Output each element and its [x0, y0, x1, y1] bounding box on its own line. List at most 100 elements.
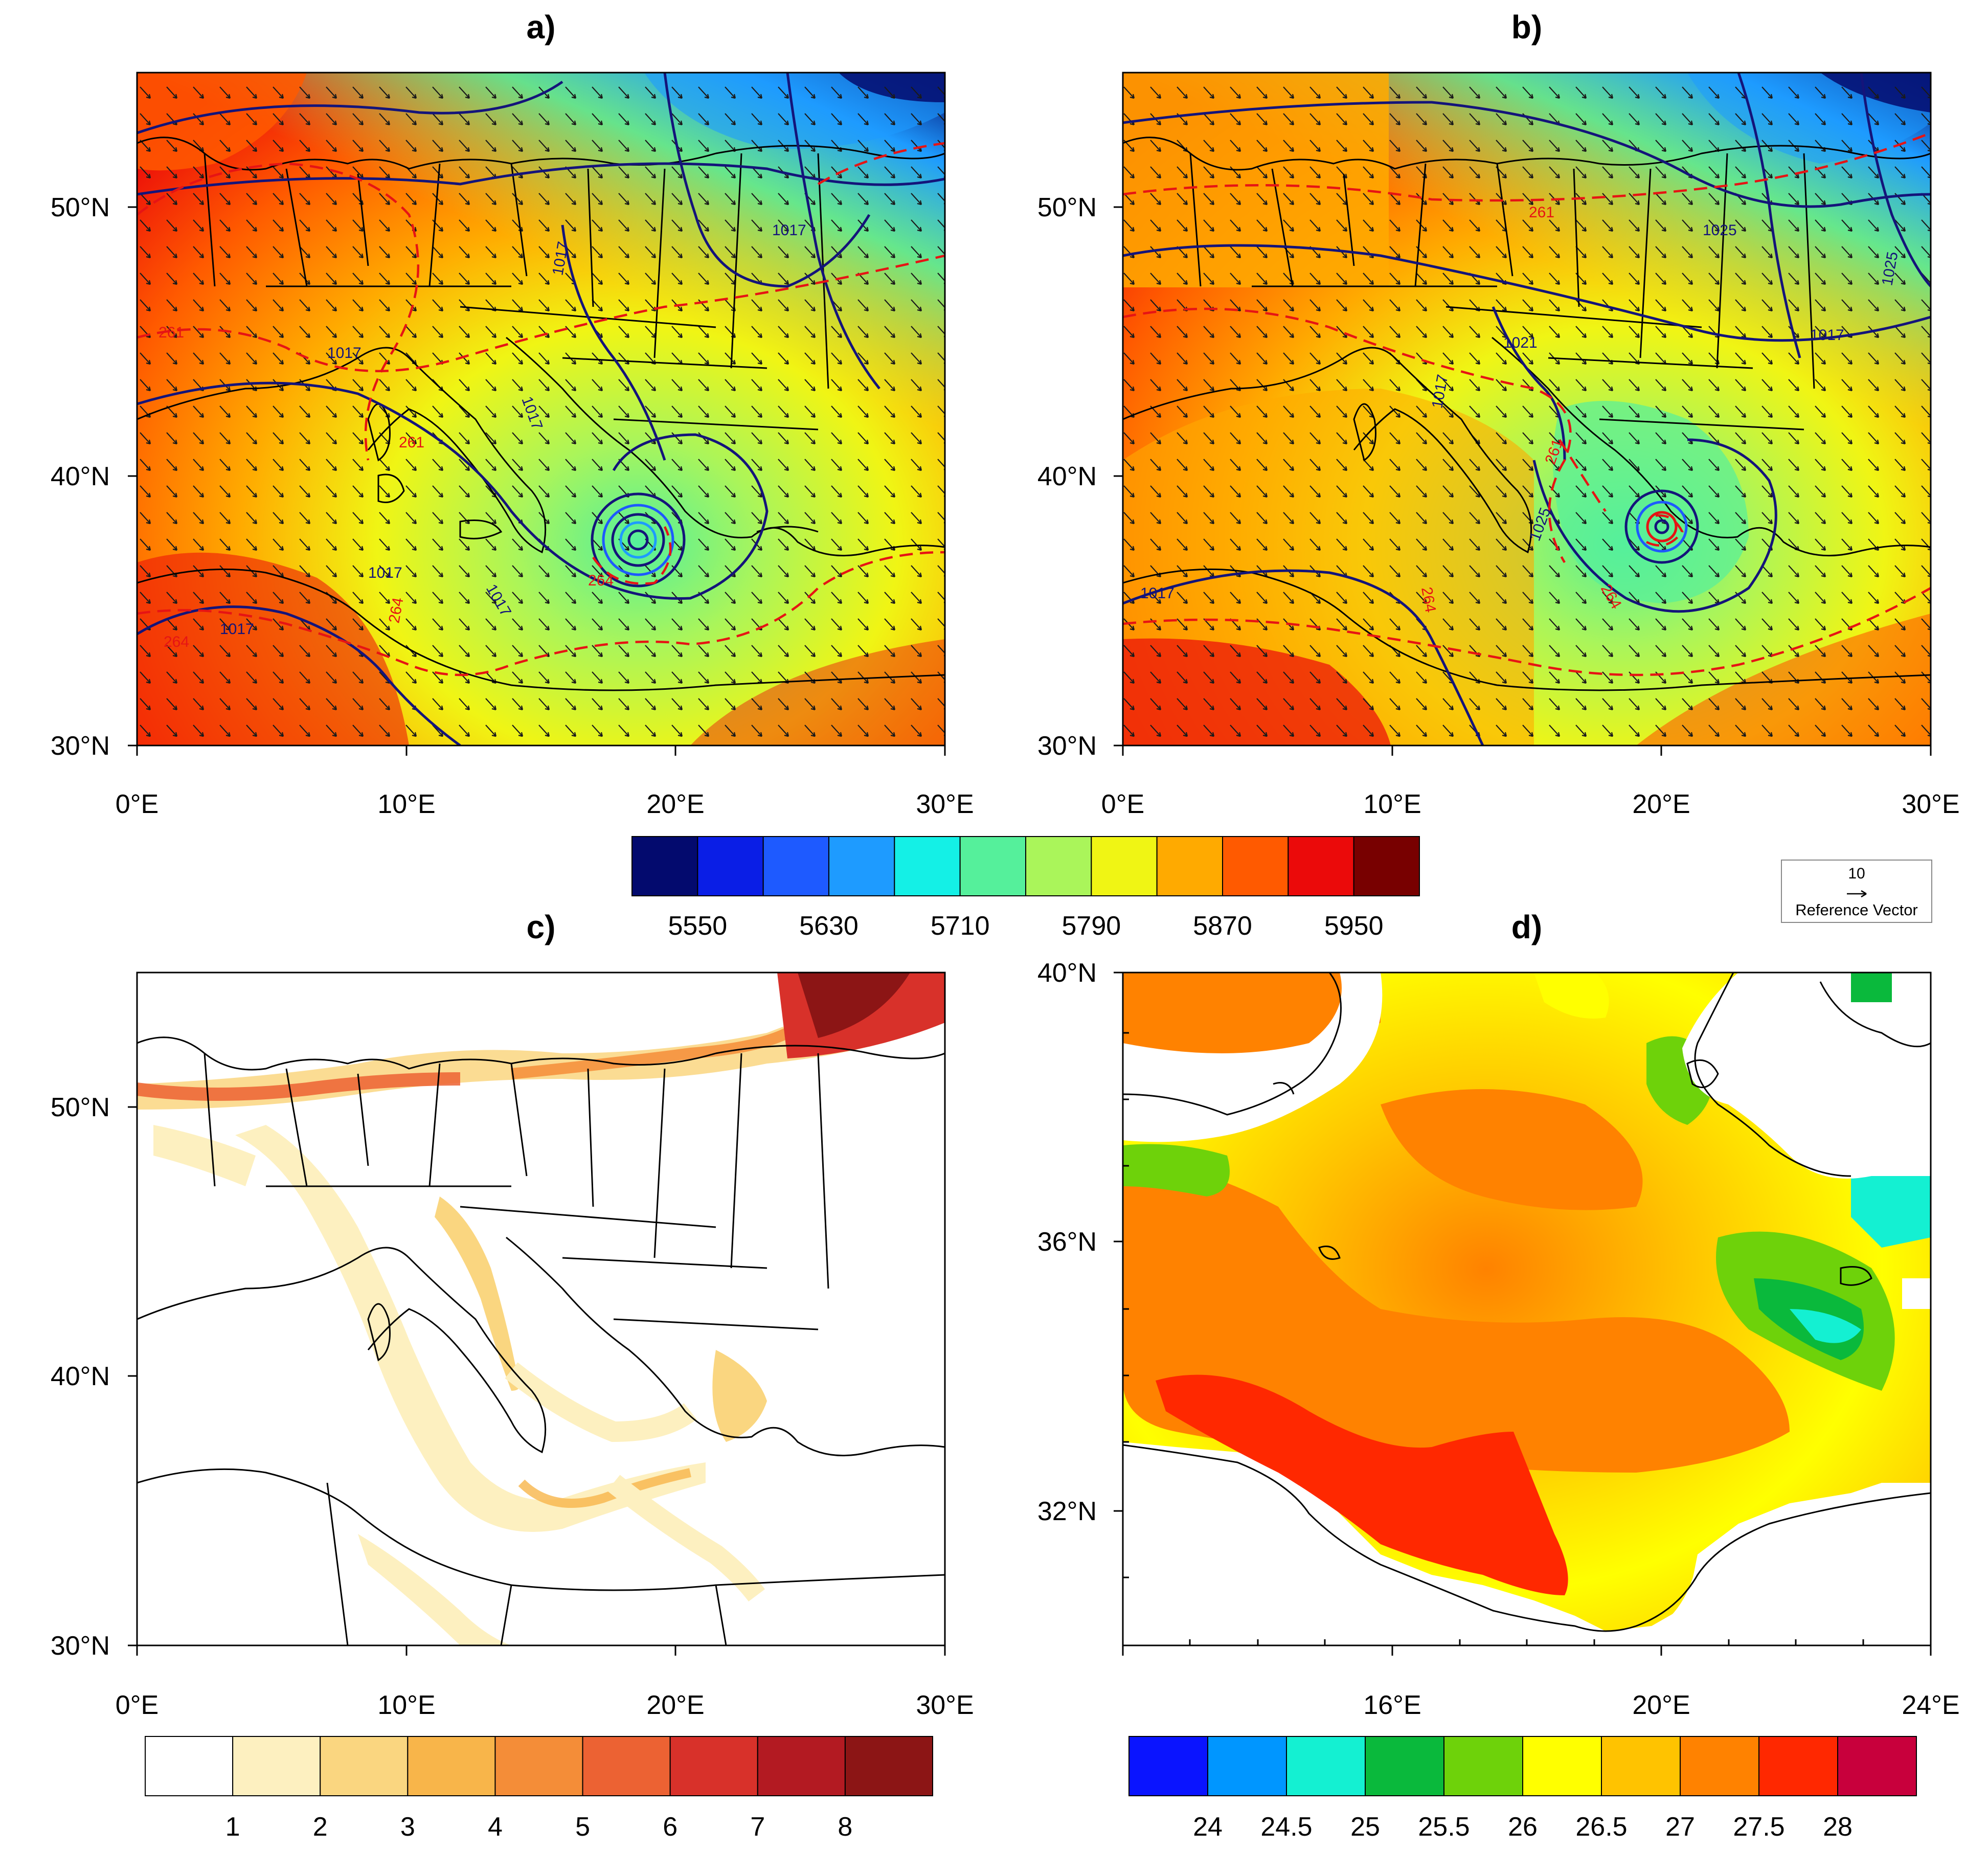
colorbar-precip-label: 7: [750, 1812, 765, 1842]
panel-d-label: d): [1511, 909, 1542, 945]
panel-a: a): [51, 9, 974, 819]
reference-vector-value: 10: [1848, 865, 1865, 882]
lat-tick-label: 40°N: [51, 462, 110, 491]
colorbar-geopotential: 5550 5630 5710 5790 5870 5950: [631, 836, 1420, 941]
colorbar-sst-swatch: [1601, 1736, 1681, 1796]
colorbar-sst-label: 26: [1508, 1812, 1538, 1842]
colorbar-sst-swatch: [1680, 1736, 1759, 1796]
panel-d-coastlines: [1123, 973, 1931, 1632]
colorbar-geopotential-label: 5630: [799, 911, 859, 941]
panel-c-coastlines: [137, 1036, 945, 1645]
colorbar-geopotential-label: 5790: [1061, 911, 1121, 941]
lat-tick-label: 50°N: [51, 1093, 110, 1122]
panel-d: d): [1037, 909, 1960, 1720]
lon-tick-label: 30°E: [916, 789, 974, 819]
panel-a-map: 1017 1017 1017 1017 1017 1017 1017 261 2…: [137, 73, 945, 746]
colorbar-geopotential-swatch: [697, 836, 764, 896]
colorbar-sst-swatch: [1365, 1736, 1444, 1796]
panel-c-axis-labels: 50°N 40°N 30°N 0°E 10°E 20°E 30°E: [51, 1093, 974, 1720]
colorbar-geopotential-swatch: [959, 836, 1026, 896]
panel-d-map: [1123, 973, 1931, 1645]
panel-c: c): [51, 909, 974, 1720]
colorbar-precip-label: 2: [313, 1812, 328, 1842]
panel-a-ticks: [128, 206, 946, 756]
lat-tick-label: 36°N: [1037, 1227, 1097, 1257]
colorbar-sst-swatch: [1443, 1736, 1523, 1796]
colorbar-precip-swatch: [669, 1736, 758, 1796]
colorbar-precip-swatch: [407, 1736, 496, 1796]
colorbar-sst-swatch: [1837, 1736, 1917, 1796]
panel-c-ticks: [128, 1106, 946, 1656]
colorbar-geopotential-swatch: [1353, 836, 1420, 896]
isobar-label: 1017: [1140, 585, 1174, 602]
colorbar-geopotential-swatch: [1091, 836, 1158, 896]
isobar-label: 1017: [368, 564, 402, 581]
panel-c-label: c): [527, 909, 556, 945]
panel-b-isotherms: [1123, 131, 1931, 676]
panel-a-isotherm-labels: 261 261 264 264 264: [159, 324, 614, 650]
lon-tick-label: 30°E: [916, 1690, 974, 1720]
colorbar-geopotential-swatch: [1287, 836, 1354, 896]
panel-a-label: a): [527, 9, 556, 46]
colorbar-geopotential-label: 5950: [1324, 911, 1384, 941]
isobar-label: 1017: [1810, 327, 1844, 344]
colorbar-precip-label: 5: [575, 1812, 590, 1842]
lon-tick-label: 10°E: [377, 789, 435, 819]
isotherm-label: 261: [1529, 204, 1554, 221]
colorbar-precip-swatch: [582, 1736, 671, 1796]
isobar-label: 1017: [772, 222, 806, 239]
lat-tick-label: 40°N: [1037, 958, 1097, 988]
colorbar-precip-swatch: [320, 1736, 409, 1796]
panel-a-frame: [136, 72, 946, 747]
lon-tick-label: 24°E: [1902, 1690, 1959, 1720]
colorbar-sst-label: 26.5: [1575, 1812, 1627, 1842]
lon-tick-label: 0°E: [116, 789, 159, 819]
lat-tick-label: 30°N: [51, 731, 110, 761]
colorbar-precip-swatch: [232, 1736, 321, 1796]
lon-tick-label: 20°E: [1632, 1690, 1690, 1720]
panel-b-isobars: [1123, 73, 1931, 746]
reference-vector-arrow: [1847, 890, 1867, 898]
panel-b: b): [1037, 9, 1960, 819]
lon-tick-label: 20°E: [646, 1690, 704, 1720]
isobar-label: 1021: [1503, 334, 1538, 351]
panel-c-map: [137, 973, 945, 1645]
isobar-label: 1025: [1703, 222, 1737, 239]
colorbar-precip-label: 3: [400, 1812, 415, 1842]
colorbar-sst-swatch: [1522, 1736, 1602, 1796]
panel-a-axis-labels: 50°N 40°N 30°N 0°E 10°E 20°E 30°E: [51, 193, 974, 819]
colorbar-sst-label: 24: [1193, 1812, 1223, 1842]
isotherm-label: 264: [588, 572, 614, 589]
colorbar-precipitation: 1 2 3 4 5 6 7 8: [145, 1736, 934, 1842]
lon-tick-label: 20°E: [646, 789, 704, 819]
colorbar-precip-label: 6: [663, 1812, 677, 1842]
colorbar-precip-swatch: [844, 1736, 934, 1796]
panel-b-axis-labels: 50°N 40°N 30°N 0°E 10°E 20°E 30°E: [1037, 193, 1960, 819]
panel-b-label: b): [1511, 9, 1542, 46]
lat-tick-label: 40°N: [51, 1362, 110, 1391]
colorbar-sst-label: 28: [1823, 1812, 1853, 1842]
colorbar-sst-label: 25.5: [1418, 1812, 1470, 1842]
panel-b-ticks: [1114, 206, 1932, 756]
lat-tick-label: 40°N: [1037, 462, 1097, 491]
colorbar-sst-label: 24.5: [1260, 1812, 1312, 1842]
isotherm-label: 261: [159, 324, 184, 341]
lat-tick-label: 50°N: [1037, 193, 1097, 222]
colorbar-sst-swatch: [1758, 1736, 1838, 1796]
isobar-label: 1017: [327, 345, 362, 362]
colorbar-geopotential-swatch: [1222, 836, 1289, 896]
colorbar-sst-label: 25: [1350, 1812, 1380, 1842]
colorbar-sst-swatch: [1207, 1736, 1287, 1796]
isobar-label: 1017: [220, 621, 254, 638]
panel-d-ticks: [1114, 972, 1932, 1656]
lon-tick-label: 10°E: [377, 1690, 435, 1720]
isotherm-label: 261: [399, 434, 424, 451]
colorbar-sst-swatch: [1128, 1736, 1208, 1796]
colorbar-precip-label: 1: [225, 1812, 240, 1842]
lon-tick-label: 0°E: [116, 1690, 159, 1720]
lat-tick-label: 30°N: [51, 1631, 110, 1661]
colorbar-geopotential-swatch: [1025, 836, 1092, 896]
colorbar-sst-label: 27: [1665, 1812, 1695, 1842]
colorbar-geopotential-label: 5710: [931, 911, 990, 941]
